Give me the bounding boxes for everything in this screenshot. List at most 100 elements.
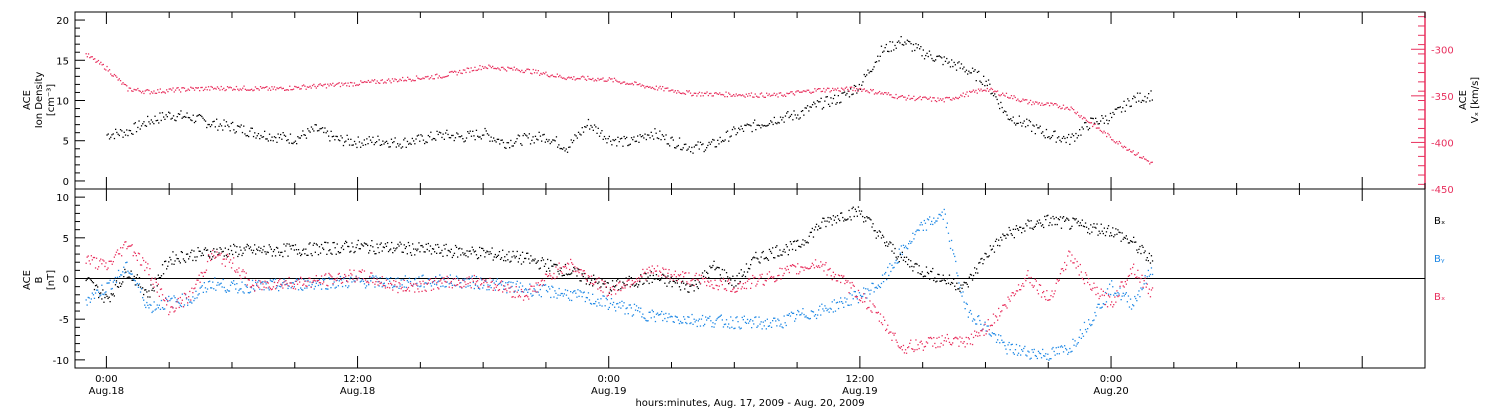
bz-point — [429, 278, 432, 280]
bx-point — [592, 285, 594, 287]
density-point — [229, 130, 231, 132]
bz-point — [261, 289, 263, 291]
by-point — [139, 291, 142, 293]
bz-point — [145, 261, 147, 263]
vx-point — [355, 84, 357, 87]
by-point — [244, 284, 246, 286]
bx-point — [620, 288, 622, 290]
bz-point — [596, 278, 598, 280]
bx-point — [460, 254, 462, 256]
bz-point — [720, 280, 722, 282]
bx-point — [940, 280, 942, 282]
x-tick-time: 0:00 — [95, 374, 117, 385]
bz-point — [647, 272, 649, 274]
by-point — [738, 326, 740, 328]
by-point — [660, 313, 662, 315]
bx-point — [1135, 241, 1137, 243]
by-point — [1060, 345, 1063, 347]
by-point — [307, 279, 309, 282]
by-point — [663, 313, 665, 315]
vx-point — [952, 97, 954, 99]
bz-point — [912, 348, 914, 350]
bz-point — [393, 280, 395, 282]
vx-point — [358, 83, 361, 86]
bz-point — [1052, 296, 1054, 298]
bz-point — [183, 292, 186, 295]
bz-point — [514, 296, 516, 299]
by-point — [1058, 353, 1060, 355]
bz-point — [690, 280, 692, 282]
vx-point — [701, 92, 703, 94]
vx-point — [580, 76, 583, 78]
bx-point — [162, 273, 165, 275]
by-point — [1000, 335, 1002, 337]
bz-point — [586, 280, 588, 282]
bz-point — [653, 268, 655, 270]
vx-point — [882, 93, 884, 95]
vx-point — [760, 92, 763, 94]
bx-point — [223, 255, 225, 257]
bz-point — [677, 274, 680, 276]
vx-point — [1074, 111, 1076, 114]
by-point — [715, 319, 717, 321]
vx-point — [943, 101, 945, 103]
density-point — [499, 143, 501, 145]
bx-point — [294, 244, 297, 246]
by-point — [1104, 291, 1107, 294]
by-point — [791, 312, 794, 314]
bx-point — [1027, 219, 1029, 221]
bx-point — [628, 275, 630, 278]
bx-point — [306, 254, 308, 256]
bx-point — [453, 252, 456, 254]
bx-point — [179, 262, 181, 264]
by-point — [240, 288, 242, 290]
by-point — [414, 279, 416, 281]
bx-point — [1095, 227, 1097, 229]
bz-point — [733, 287, 735, 289]
bz-point — [499, 281, 502, 283]
bz-point — [849, 282, 851, 284]
density-point — [632, 139, 634, 141]
density-point — [573, 139, 575, 142]
bx-point — [372, 246, 374, 248]
vx-point — [1052, 104, 1054, 106]
density-point — [568, 146, 570, 148]
bz-point — [689, 283, 691, 286]
bz-point — [334, 278, 336, 280]
density-point — [863, 73, 865, 76]
bx-point — [1102, 232, 1104, 235]
by-point — [529, 283, 531, 285]
bz-point — [193, 288, 195, 290]
vx-point — [271, 86, 273, 88]
by-point — [1028, 351, 1030, 353]
density-point — [707, 144, 709, 147]
by-point — [904, 245, 907, 247]
vx-point — [287, 89, 290, 91]
density-point — [358, 141, 361, 143]
density-point — [472, 130, 474, 132]
bx-point — [95, 284, 98, 286]
vx-point — [220, 85, 222, 88]
density-point — [920, 46, 922, 48]
bz-point — [176, 301, 178, 303]
by-point — [86, 304, 88, 306]
bz-point — [426, 283, 428, 285]
vx-point — [809, 91, 811, 93]
density-point — [245, 135, 247, 137]
bz-point — [1069, 251, 1071, 253]
bx-point — [420, 245, 422, 247]
bx-point — [594, 278, 596, 281]
by-point — [944, 213, 946, 215]
by-point — [810, 310, 812, 312]
bx-point — [974, 267, 976, 269]
vx-point — [563, 77, 565, 79]
bz-point — [285, 280, 287, 282]
by-point — [1109, 283, 1111, 285]
bx-point — [340, 247, 343, 249]
by-point — [1021, 349, 1023, 351]
bz-point — [809, 267, 811, 269]
vx-point — [801, 91, 803, 93]
vx-point — [494, 67, 496, 70]
bz-point — [941, 335, 943, 337]
bx-point — [812, 236, 815, 238]
